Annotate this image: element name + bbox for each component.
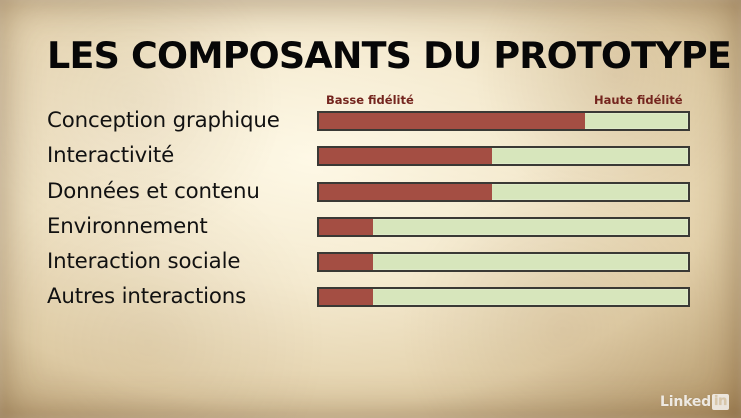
fidelity-track <box>317 252 690 273</box>
fidelity-fill <box>319 218 373 235</box>
linkedin-watermark: Linked in <box>660 394 729 410</box>
component-label: Données et contenu <box>47 178 260 204</box>
low-fidelity-legend: Basse fidélité <box>326 93 414 107</box>
component-label: Interactivité <box>47 143 175 169</box>
linkedin-in-icon: in <box>712 394 729 410</box>
fidelity-row-interactivite: Interactivité <box>47 140 692 175</box>
fidelity-fill <box>319 183 493 200</box>
fidelity-row-conception-graphique: Conception graphique <box>47 105 692 140</box>
fidelity-fill <box>319 254 373 271</box>
component-label: Environnement <box>47 213 208 239</box>
high-fidelity-legend: Haute fidélité <box>594 93 683 107</box>
fidelity-fill <box>319 113 585 129</box>
slide-title: LES COMPOSANTS DU PROTOTYPE <box>47 34 732 77</box>
fidelity-row-donnees-et-contenu: Données et contenu <box>47 176 692 211</box>
fidelity-track <box>317 181 690 202</box>
fidelity-comparison-list: Conception graphique Interactivité Donné… <box>47 105 692 317</box>
linkedin-watermark-word: Linked <box>660 394 711 410</box>
component-label: Interaction sociale <box>47 249 241 275</box>
fidelity-track <box>317 111 690 131</box>
fidelity-row-environnement: Environnement <box>47 211 692 246</box>
fidelity-fill <box>319 289 373 306</box>
fidelity-row-autres-interactions: Autres interactions <box>47 281 692 316</box>
fidelity-fill <box>319 148 493 165</box>
component-label: Conception graphique <box>47 108 280 133</box>
component-label: Autres interactions <box>47 284 247 310</box>
fidelity-track <box>317 216 690 237</box>
fidelity-row-interaction-sociale: Interaction sociale <box>47 246 692 281</box>
fidelity-track <box>317 146 690 167</box>
fidelity-track <box>317 287 690 308</box>
